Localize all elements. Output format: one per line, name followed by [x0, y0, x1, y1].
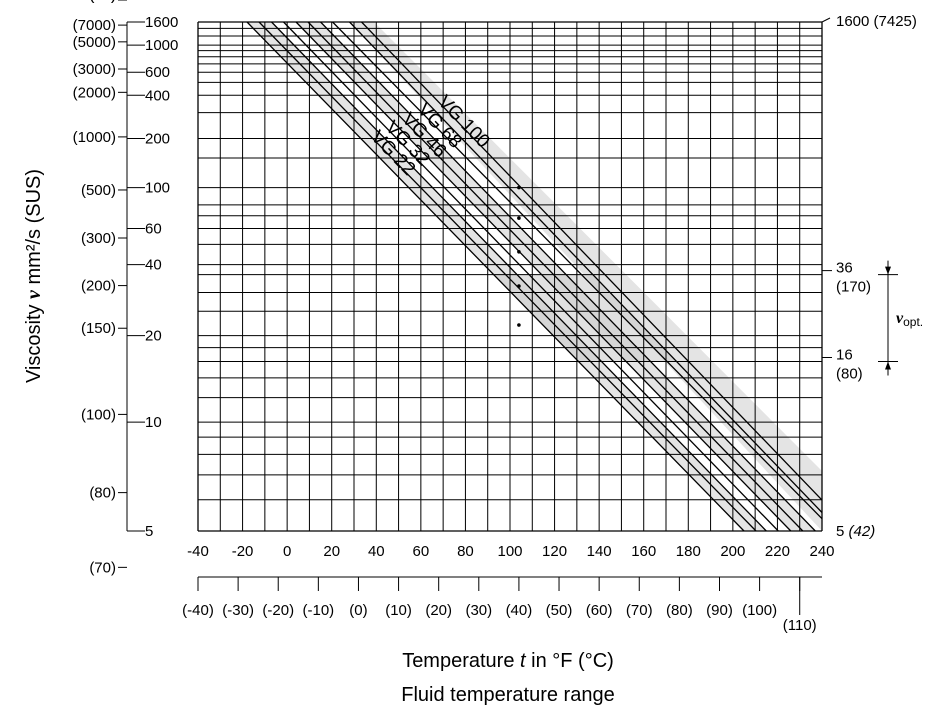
series-edge-line: [307, 21, 804, 532]
right-label-bottom: 5 (42): [836, 523, 875, 540]
series-line-vg-22: [246, 21, 745, 532]
x-tick-label: -20: [232, 543, 254, 560]
x-tick-label: 60: [413, 543, 430, 560]
x-tick-label: 40: [368, 543, 385, 560]
x-tick-label-celsius: (-30): [222, 602, 254, 619]
right-label-top: 1600 (7425): [836, 13, 917, 30]
x-tick-label: 0: [283, 543, 291, 560]
sus-tick-label: (200): [81, 278, 116, 295]
y-tick-label: 10: [145, 414, 162, 431]
right-label-opt-max-sus: (170): [836, 279, 871, 296]
tick-labels: 16001000600400200100604020105(7000)(5000…: [73, 0, 917, 634]
sus-tick-label: (80): [89, 485, 116, 502]
x-tick-label-celsius: (70): [626, 602, 653, 619]
series-line-vg-32: [271, 21, 767, 532]
x-tick-label: 180: [676, 543, 701, 560]
sus-tick-label: (3000): [73, 61, 116, 78]
y-tick-label: 100: [145, 180, 170, 197]
reference-points: [517, 185, 521, 327]
y-axis-title: Viscosity ν mm²/s (SUS): [23, 169, 45, 383]
x-tick-label-celsius: (100): [742, 602, 777, 619]
series-line-vg-68: [320, 21, 816, 532]
y-tick-label: 5: [145, 523, 153, 540]
x-tick-label: 100: [497, 543, 522, 560]
x-tick-label: 200: [720, 543, 745, 560]
x-tick-label: 120: [542, 543, 567, 560]
right-tick: [821, 17, 831, 23]
x-tick-label-celsius: (-40): [182, 602, 214, 619]
sus-tick-label: (150): [81, 320, 116, 337]
series-line-vg-100: [349, 21, 823, 513]
series-edge-line: [283, 21, 779, 532]
x-tick-label-celsius: (20): [425, 602, 452, 619]
right-label-opt-min: 16: [836, 347, 853, 364]
sus-tick-label: (300): [81, 230, 116, 247]
y-tick-label: 1000: [145, 37, 178, 54]
x-tick-label-celsius: (-20): [262, 602, 294, 619]
reference-point: [517, 249, 521, 254]
y-tick-label: 400: [145, 87, 170, 104]
x-tick-label-celsius: (0): [349, 602, 367, 619]
x-tick-label-celsius: (40): [506, 602, 533, 619]
reference-point: [517, 185, 521, 190]
x-tick-label: 240: [809, 543, 834, 560]
y-tick-label: 200: [145, 130, 170, 147]
sus-tick-label: (100): [81, 406, 116, 423]
x-tick-label: 140: [587, 543, 612, 560]
sus-tick-label: (50): [89, 0, 116, 4]
sus-tick-label: (2000): [73, 84, 116, 101]
vopt-label: νopt.: [896, 310, 923, 329]
sus-tick-label: (7000): [73, 17, 116, 34]
vopt-arrow-up: [885, 361, 891, 370]
y-grid: [198, 21, 822, 532]
right-label-opt-min-sus: (80): [836, 366, 863, 383]
y-tick-label: 600: [145, 64, 170, 81]
axes: [118, 0, 832, 615]
y-tick-label: 20: [145, 328, 162, 345]
optimal-viscosity-marker: νopt.: [878, 260, 923, 376]
x-tick-label-celsius: (90): [706, 602, 733, 619]
reference-point: [517, 323, 521, 327]
x-tick-label-celsius: (110): [783, 617, 817, 634]
x-tick-label: 20: [323, 543, 340, 560]
series-edge-line: [361, 21, 823, 501]
y-tick-label: 60: [145, 221, 162, 238]
series-edge-line: [258, 21, 757, 532]
reference-point: [517, 284, 521, 288]
optimal-zone: [493, 274, 677, 362]
x-tick-label-celsius: (-10): [303, 602, 335, 619]
x-tick-label-celsius: (50): [546, 602, 573, 619]
sus-tick-label: (5000): [73, 34, 116, 51]
x-tick-label: 160: [631, 543, 656, 560]
y-tick-label: 40: [145, 257, 162, 274]
x-tick-label-celsius: (80): [666, 602, 693, 619]
sus-tick-label: (70): [89, 559, 116, 576]
vopt-arrow-down: [885, 266, 891, 275]
x-tick-label-celsius: (30): [465, 602, 492, 619]
y-tick-label: 1600: [145, 14, 178, 31]
reference-point: [517, 216, 521, 220]
x-tick-label: 80: [457, 543, 474, 560]
series-line-vg-46: [295, 21, 792, 532]
x-tick-label: 220: [765, 543, 790, 560]
sus-tick-label: (500): [81, 182, 116, 199]
x-axis-title: Temperature t in °F (°C): [402, 650, 614, 672]
series-edge-line: [332, 21, 823, 520]
right-label-opt-max: 36: [836, 260, 853, 277]
sus-tick-label: (40): [89, 0, 116, 4]
x-tick-label: -40: [187, 543, 209, 560]
chart-caption: Fluid temperature range: [401, 684, 614, 706]
sus-tick-label: (1000): [73, 129, 116, 146]
x-tick-label-celsius: (60): [586, 602, 613, 619]
series-lines: [246, 21, 823, 532]
x-tick-label-celsius: (10): [385, 602, 412, 619]
